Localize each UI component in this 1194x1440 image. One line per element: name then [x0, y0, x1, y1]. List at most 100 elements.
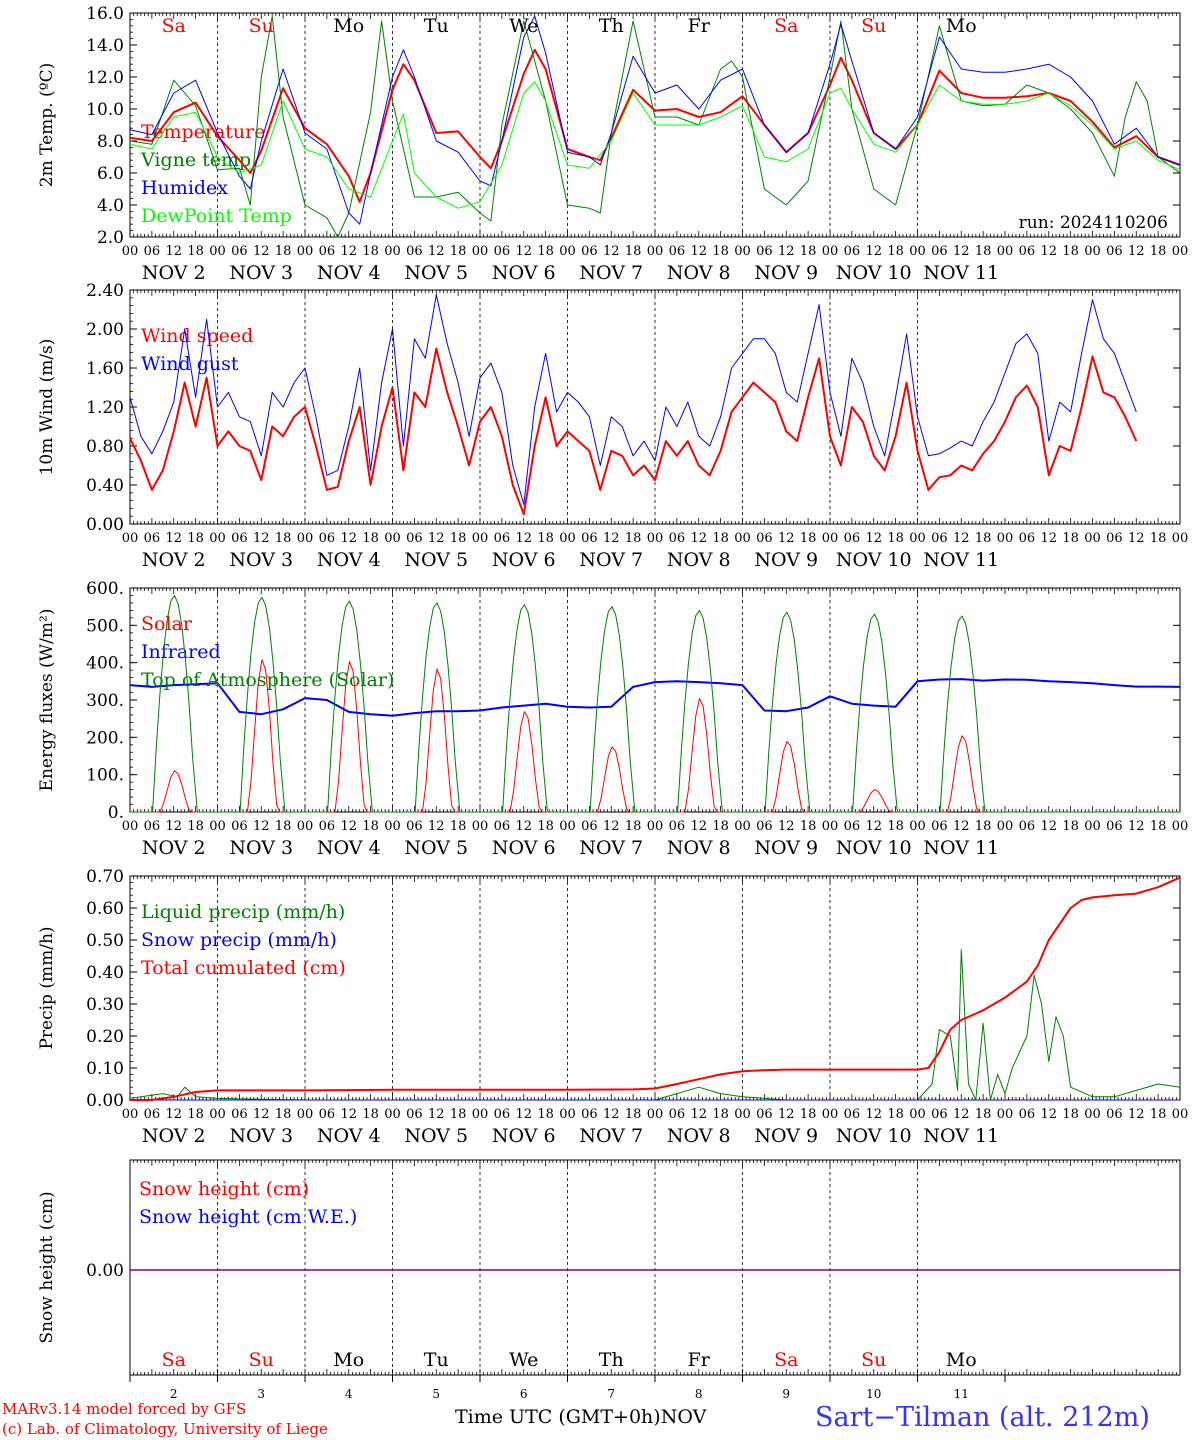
- hour-tick-label: 00: [209, 1107, 226, 1122]
- legend-entry: DewPoint Temp: [141, 205, 292, 227]
- hour-tick-label: 12: [953, 819, 970, 834]
- model-credit: MARv3.14 model forced by GFS: [2, 1400, 247, 1418]
- hour-tick-label: 12: [165, 531, 182, 546]
- hour-tick-label: 00: [472, 531, 489, 546]
- hour-tick-label: 00: [822, 244, 839, 259]
- y-axis-label: 10m Wind (m/s): [37, 339, 57, 476]
- y-axis-label: 2m Temp. (ºC): [37, 63, 57, 188]
- y-tick-label: 0.30: [86, 995, 124, 1015]
- hour-tick-label: 06: [1106, 819, 1123, 834]
- month-label: NOV: [660, 1406, 707, 1428]
- day-number: 8: [695, 1387, 703, 1401]
- hour-tick-label: 18: [537, 244, 554, 259]
- day-label: NOV 10: [836, 1125, 912, 1147]
- legend-entry: Top of Atmosphere (Solar): [141, 669, 394, 691]
- y-tick-label: 14.0: [86, 36, 124, 56]
- hour-tick-label: 18: [625, 819, 642, 834]
- hour-tick-label: 00: [997, 819, 1014, 834]
- y-tick-label: 0.50: [86, 931, 124, 951]
- day-number: 4: [345, 1387, 353, 1401]
- hour-tick-label: 06: [144, 531, 161, 546]
- hour-tick-label: 12: [428, 244, 445, 259]
- hour-tick-label: 06: [1019, 244, 1036, 259]
- day-label: NOV 6: [492, 837, 556, 859]
- weekday-label: Tu: [424, 15, 449, 37]
- hour-tick-label: 00: [909, 531, 926, 546]
- day-label: NOV 8: [667, 262, 731, 284]
- time-axis-title: Time UTC (GMT+0h): [455, 1406, 661, 1428]
- hour-tick-label: 00: [997, 1107, 1014, 1122]
- hour-tick-label: 12: [253, 819, 270, 834]
- hour-tick-label: 12: [340, 1107, 357, 1122]
- hour-tick-label: 00: [822, 819, 839, 834]
- hour-tick-label: 06: [144, 819, 161, 834]
- hour-tick-label: 00: [122, 1107, 139, 1122]
- legend-entry: Snow height (cm W.E.): [139, 1206, 357, 1228]
- hour-tick-label: 18: [800, 1107, 817, 1122]
- day-label: NOV 9: [754, 837, 818, 859]
- hour-tick-label: 18: [275, 531, 292, 546]
- hour-tick-label: 12: [515, 819, 532, 834]
- day-label: NOV 2: [142, 1125, 206, 1147]
- panel-2: 0.00 0.40 0.80 1.20 1.60 2.00 2.40 10m Wind (m/…: [37, 281, 1188, 571]
- day-label: NOV 6: [492, 262, 556, 284]
- hour-tick-label: 06: [581, 244, 598, 259]
- hour-tick-label: 06: [144, 1107, 161, 1122]
- hour-tick-label: 00: [384, 819, 401, 834]
- hour-tick-label: 18: [187, 819, 204, 834]
- day-label: NOV 2: [142, 837, 206, 859]
- hour-tick-label: 12: [603, 1107, 620, 1122]
- day-label: NOV 4: [317, 549, 381, 571]
- hour-tick-label: 12: [1040, 1107, 1057, 1122]
- weekday-label: Tu: [424, 1349, 449, 1371]
- y-tick-label: 1.20: [86, 398, 124, 418]
- weekday-label: Sa: [774, 1349, 798, 1371]
- y-tick-label: 200.: [86, 728, 124, 748]
- hour-tick-label: 12: [515, 1107, 532, 1122]
- hour-tick-label: 00: [909, 244, 926, 259]
- hour-tick-label: 12: [165, 244, 182, 259]
- weekday-label: Sa: [774, 15, 798, 37]
- hour-tick-label: 00: [472, 1107, 489, 1122]
- hour-tick-label: 18: [362, 531, 379, 546]
- series-line: [129, 347, 1138, 516]
- hour-tick-label: 00: [297, 819, 314, 834]
- weekday-label: Su: [861, 15, 886, 37]
- weekday-label: Mo: [946, 1349, 977, 1371]
- y-tick-label: 0.60: [86, 899, 124, 919]
- hour-tick-label: 06: [931, 1107, 948, 1122]
- hour-tick-label: 06: [581, 1107, 598, 1122]
- hour-tick-label: 06: [581, 819, 598, 834]
- hour-tick-label: 06: [931, 819, 948, 834]
- day-number: 9: [782, 1387, 790, 1401]
- hour-tick-label: 12: [515, 531, 532, 546]
- hour-tick-label: 00: [384, 531, 401, 546]
- hour-tick-label: 06: [844, 531, 861, 546]
- day-label: NOV 6: [492, 549, 556, 571]
- hour-tick-label: 06: [231, 819, 248, 834]
- hour-tick-label: 06: [319, 819, 336, 834]
- hour-tick-label: 00: [997, 531, 1014, 546]
- y-tick-label: 0.00: [86, 515, 124, 535]
- hour-tick-label: 00: [647, 531, 664, 546]
- series-line: [129, 48, 1181, 203]
- y-tick-label: 2.40: [86, 281, 124, 301]
- y-axis-label: Precip (mm/h): [37, 926, 57, 1049]
- y-tick-label: 500.: [86, 616, 124, 636]
- day-label: NOV 7: [579, 1125, 643, 1147]
- hour-tick-label: 12: [778, 819, 795, 834]
- day-number: 2: [170, 1387, 178, 1401]
- hour-tick-label: 18: [1150, 531, 1167, 546]
- hour-tick-label: 12: [690, 244, 707, 259]
- hour-tick-label: 18: [362, 244, 379, 259]
- day-label: NOV 8: [667, 549, 731, 571]
- day-label: NOV 3: [229, 549, 293, 571]
- legend-entry: Infrared: [141, 641, 221, 663]
- hour-tick-label: 18: [450, 244, 467, 259]
- hour-tick-label: 12: [865, 531, 882, 546]
- y-tick-label: 2.0: [97, 228, 124, 248]
- hour-tick-label: 18: [625, 531, 642, 546]
- hour-tick-label: 18: [712, 819, 729, 834]
- day-label: NOV 5: [404, 262, 468, 284]
